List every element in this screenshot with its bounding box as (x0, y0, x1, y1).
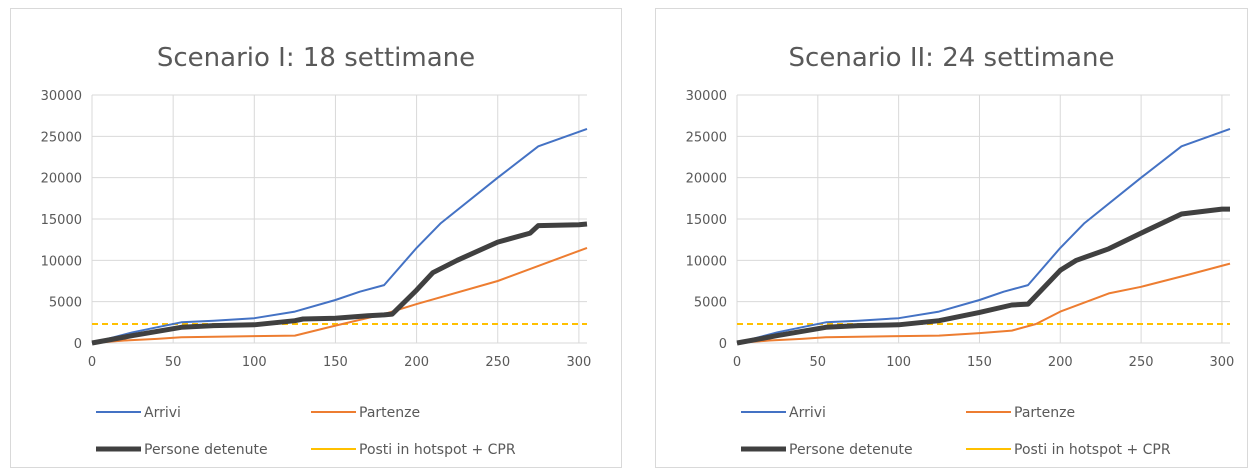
legend-label: Posti in hotspot + CPR (359, 442, 516, 458)
chart-panel-scenario-1: Scenario I: 18 settimane 0 5000 10000 15000… (10, 8, 622, 468)
x-tick-label: 150 (323, 355, 348, 370)
y-tick-label: 30000 (41, 89, 82, 104)
y-tick-label: 0 (719, 337, 727, 352)
legend-label: Arrivi (789, 405, 826, 421)
y-tick-label: 25000 (686, 130, 727, 145)
legend-label: Posti in hotspot + CPR (1014, 442, 1171, 458)
x-tick-label: 0 (733, 355, 741, 370)
y-tick-label: 5000 (49, 296, 82, 311)
y-tick-label: 15000 (41, 213, 82, 228)
y-tick-label: 10000 (686, 254, 727, 269)
legend-label: Persone detenute (789, 442, 913, 458)
legend-label: Arrivi (144, 405, 181, 421)
series-line-arrivi (91, 127, 588, 344)
y-tick-label: 25000 (41, 130, 82, 145)
y-tick-label: 20000 (686, 172, 727, 187)
chart-panel-scenario-2: Scenario II: 24 settimane 0 5000 10000 1500… (655, 8, 1248, 468)
x-tick-label: 100 (886, 355, 911, 370)
x-tick-label: 300 (1210, 355, 1235, 370)
x-tick-label: 50 (165, 355, 182, 370)
x-tick-label: 200 (404, 355, 429, 370)
series-line-arrivi (736, 127, 1231, 344)
x-tick-label: 250 (1129, 355, 1154, 370)
y-tick-label: 15000 (686, 213, 727, 228)
x-tick-label: 200 (1048, 355, 1073, 370)
y-tick-label: 20000 (41, 172, 82, 187)
series-line-persone-detenute (736, 206, 1230, 346)
x-tick-label: 50 (810, 355, 827, 370)
series-line-persone-detenute (91, 221, 588, 346)
x-tick-label: 250 (485, 355, 510, 370)
y-tick-label: 5000 (694, 296, 727, 311)
y-tick-label: 10000 (41, 254, 82, 269)
chart-svg: 0 5000 10000 15000 20000 25000 30000 0 50 100 150 2… (686, 89, 1235, 458)
y-tick-label: 30000 (686, 89, 727, 104)
chart-title: Scenario I: 18 settimane (156, 43, 476, 73)
x-tick-label: 0 (88, 355, 96, 370)
x-tick-label: 150 (967, 355, 992, 370)
legend-label: Partenze (359, 405, 420, 421)
chart-title: Scenario II: 24 settimane (788, 43, 1115, 73)
chart-svg: 0 5000 10000 15000 20000 25000 30000 0 50 100 150 2… (41, 89, 592, 458)
legend-label: Partenze (1014, 405, 1075, 421)
series-line-partenze (91, 246, 588, 344)
x-tick-label: 300 (566, 355, 591, 370)
series-line-partenze (736, 262, 1231, 344)
x-tick-label: 100 (242, 355, 267, 370)
y-tick-label: 0 (74, 337, 82, 352)
legend-label: Persone detenute (144, 442, 268, 458)
